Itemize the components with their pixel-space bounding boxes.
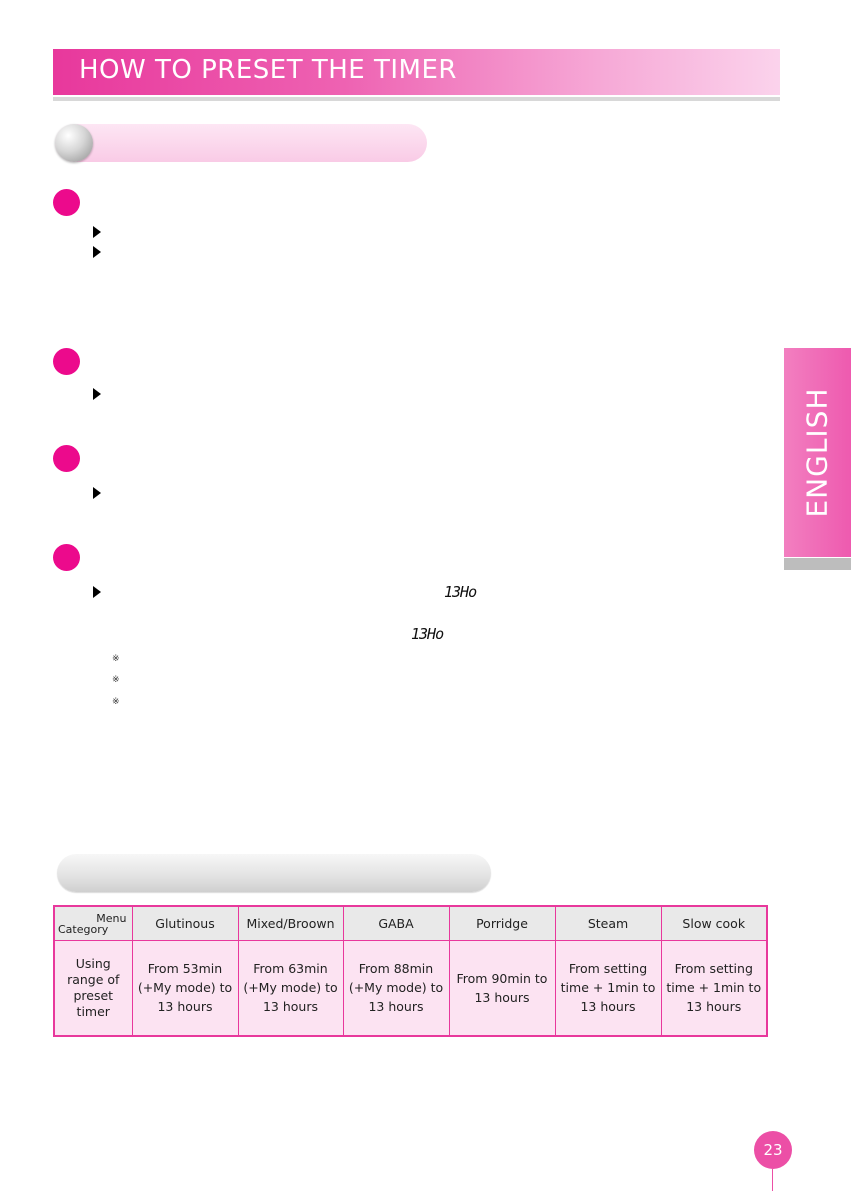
step-3-marker <box>53 445 80 472</box>
step-4-marker <box>53 544 80 571</box>
lcd-display-reading: 13Ho <box>444 583 477 601</box>
table-row: Using range of preset timer From 53min (… <box>53 939 768 1037</box>
page-title: HOW TO PRESET THE TIMER <box>79 55 457 85</box>
table-heading-pill <box>57 854 491 892</box>
table-cell: From 90min to 13 hours <box>448 939 556 1037</box>
column-header: Glutinous <box>131 905 239 941</box>
side-tab-shadow <box>784 558 851 570</box>
table-cell: From setting time + 1min to 13 hours <box>554 939 662 1037</box>
table-cell: From setting time + 1min to 13 hours <box>660 939 768 1037</box>
bullet-arrow-icon <box>93 246 101 258</box>
note-mark-icon: ※ <box>112 697 120 707</box>
table-cell: From 63min (+My mode) to 13 hours <box>237 939 344 1037</box>
step-1-marker <box>53 189 80 216</box>
section-bullet-icon <box>55 124 93 162</box>
column-header: Slow cook <box>660 905 768 941</box>
column-header: Mixed/Broown <box>237 905 344 941</box>
header-underline <box>53 97 780 101</box>
bullet-arrow-icon <box>93 487 101 499</box>
bullet-arrow-icon <box>93 388 101 400</box>
language-tab-label: ENGLISH <box>801 387 834 518</box>
language-tab-label-wrap: ENGLISH <box>784 348 851 557</box>
column-header: GABA <box>342 905 450 941</box>
table-cell: From 88min (+My mode) to 13 hours <box>342 939 450 1037</box>
page-header-banner: HOW TO PRESET THE TIMER <box>53 49 780 95</box>
table-cell: From 53min (+My mode) to 13 hours <box>131 939 239 1037</box>
table-corner-cell: Menu Category <box>53 905 133 941</box>
row-header: Using range of preset timer <box>53 939 133 1037</box>
preset-timer-table: Menu Category Glutinous Mixed/Broown GAB… <box>53 905 768 1037</box>
table-header-row: Menu Category Glutinous Mixed/Broown GAB… <box>53 905 768 941</box>
note-mark-icon: ※ <box>112 654 120 664</box>
page-number-line <box>772 1169 773 1191</box>
bullet-arrow-icon <box>93 226 101 238</box>
bullet-arrow-icon <box>93 586 101 598</box>
page-number-badge: 23 <box>754 1131 792 1169</box>
section-heading-pill <box>55 124 427 162</box>
note-mark-icon: ※ <box>112 675 120 685</box>
column-header: Porridge <box>448 905 556 941</box>
corner-category-label: Category <box>58 922 109 936</box>
column-header: Steam <box>554 905 662 941</box>
page-number: 23 <box>763 1141 783 1159</box>
language-side-tab <box>784 348 851 557</box>
corner-menu-label: Menu <box>96 912 127 925</box>
step-2-marker <box>53 348 80 375</box>
lcd-display-reading: 13Ho <box>411 625 444 643</box>
